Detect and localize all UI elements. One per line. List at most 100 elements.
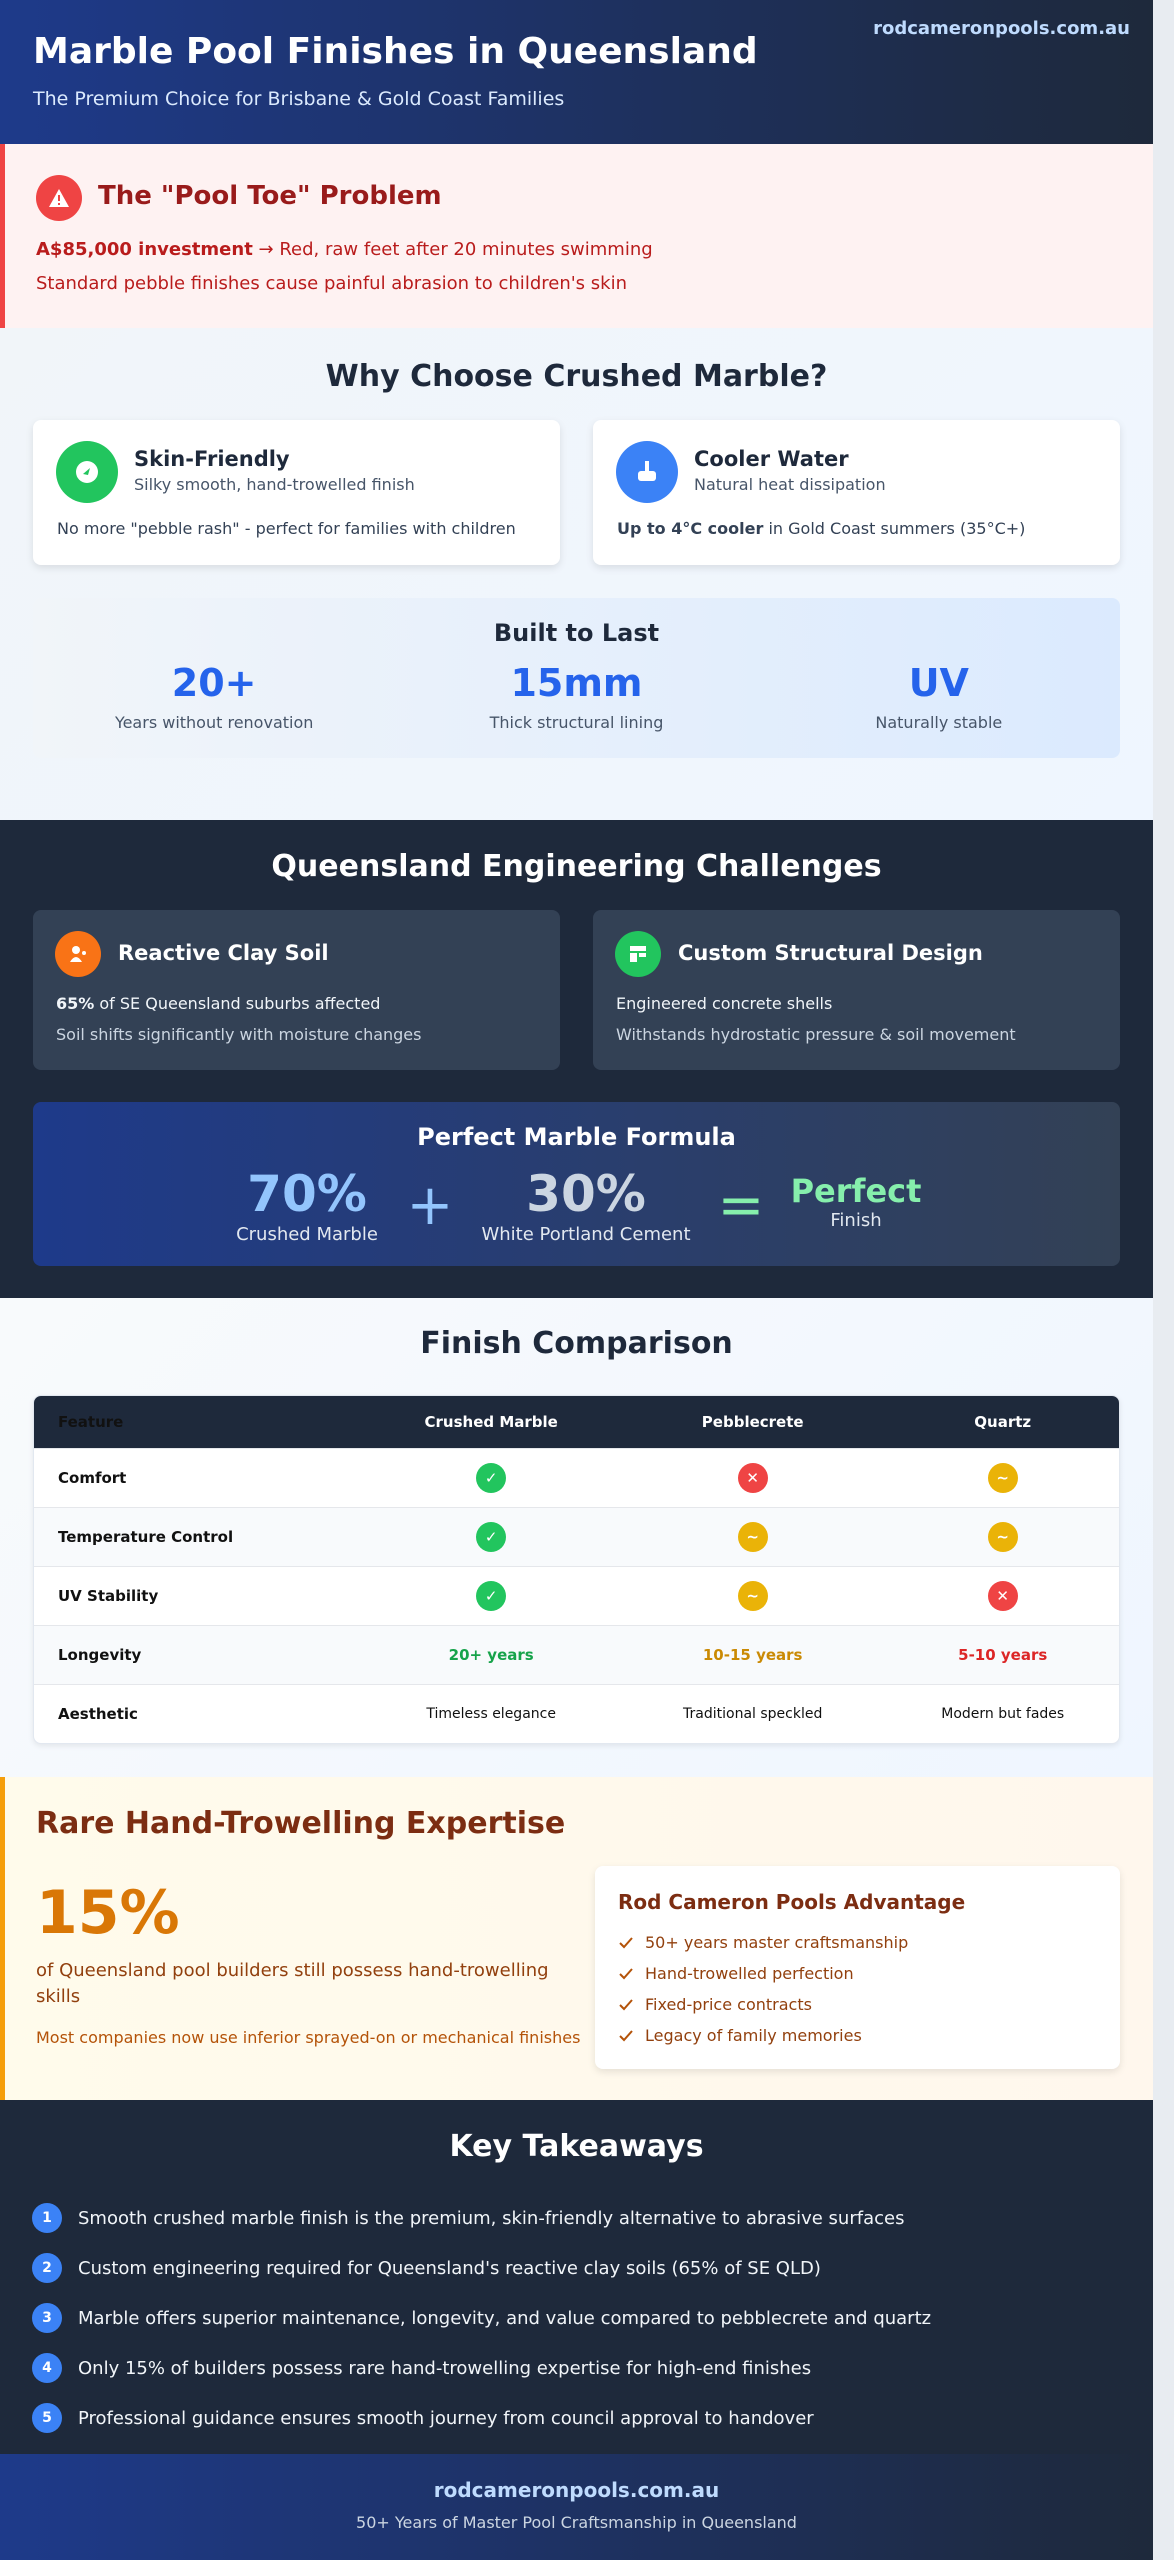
card-title: Custom Structural Design bbox=[678, 941, 983, 965]
row-label: Aesthetic bbox=[34, 1684, 364, 1743]
table-cell: ~ bbox=[618, 1507, 887, 1566]
card-subtitle: Silky smooth, hand-trowelled finish bbox=[134, 475, 415, 494]
advantage-title: Rod Cameron Pools Advantage bbox=[618, 1890, 966, 1914]
takeaway-number: 5 bbox=[32, 2403, 62, 2433]
warning-icon bbox=[36, 175, 82, 221]
advantage-list: 50+ years master craftsmanship Hand-trowe… bbox=[618, 1927, 908, 2051]
problem-detail: Standard pebble finishes cause painful a… bbox=[36, 273, 627, 294]
table-cell: ~ bbox=[886, 1507, 1119, 1566]
title: Marble Pool Finishes in Queensland bbox=[33, 31, 758, 72]
takeaway-number: 3 bbox=[32, 2303, 62, 2333]
advantage-text: 50+ years master craftsmanship bbox=[645, 1933, 909, 1952]
problem-title: The "Pool Toe" Problem bbox=[98, 181, 442, 211]
formula-result: Perfect Finish bbox=[791, 1172, 922, 1232]
table-cell: 10-15 years bbox=[618, 1625, 887, 1684]
comparison-section: Finish Comparison Feature Crushed Marble P… bbox=[0, 1298, 1153, 1777]
stat: 20+ Years without renovation bbox=[33, 661, 395, 732]
soil-icon bbox=[55, 931, 101, 977]
card-line: Withstands hydrostatic pressure & soil m… bbox=[616, 1025, 1016, 1044]
expertise-section: Rare Hand-Trowelling Expertise 15% of Qu… bbox=[0, 1777, 1153, 2100]
formula-part: 70% Crushed Marble bbox=[236, 1164, 378, 1246]
row-label: Comfort bbox=[34, 1448, 364, 1507]
row-label: Temperature Control bbox=[34, 1507, 364, 1566]
section-heading: Finish Comparison bbox=[420, 1326, 733, 1361]
card-body: Up to 4°C cooler in Gold Coast summers (… bbox=[617, 519, 1025, 538]
part-label: Crushed Marble bbox=[236, 1224, 378, 1245]
card-body: No more "pebble rash" - perfect for fami… bbox=[57, 519, 516, 538]
status-icon: ~ bbox=[987, 1522, 1018, 1552]
result-label: Finish bbox=[830, 1210, 882, 1232]
footer: rodcameronpools.com.au 50+ Years of Mast… bbox=[0, 2454, 1153, 2560]
check-icon bbox=[619, 2029, 633, 2041]
domain: rodcameronpools.com.au bbox=[873, 18, 1130, 39]
takeaway-item: 1 Smooth crushed marble finish is the pre… bbox=[32, 2193, 931, 2243]
stat: UV Naturally stable bbox=[758, 661, 1120, 732]
stat-value: 20+ bbox=[171, 661, 257, 705]
table-cell: ✕ bbox=[618, 1448, 887, 1507]
feature-card: Cooler Water Natural heat dissipation Up… bbox=[593, 420, 1120, 565]
card-line: 65% of SE Queensland suburbs affected bbox=[56, 994, 380, 1013]
card-title: Reactive Clay Soil bbox=[118, 941, 329, 965]
takeaways-section: Key Takeaways 1 Smooth crushed marble fin… bbox=[0, 2100, 1153, 2454]
takeaway-item: 4 Only 15% of builders possess rare hand-… bbox=[32, 2343, 931, 2393]
formula-part: 30% White Portland Cement bbox=[481, 1164, 690, 1246]
card-line: Engineered concrete shells bbox=[616, 994, 833, 1013]
table-row: Comfort ✓ ✕ ~ bbox=[34, 1448, 1119, 1507]
equals-sign: = bbox=[717, 1173, 765, 1238]
body-bold: Up to 4°C cooler bbox=[617, 519, 764, 538]
card-title: Skin-Friendly bbox=[134, 447, 290, 471]
check-icon bbox=[619, 1998, 633, 2010]
status-icon: ~ bbox=[737, 1581, 768, 1611]
header-row: Feature Crushed Marble Pebblecrete Quartz bbox=[34, 1396, 1119, 1448]
takeaway-number: 4 bbox=[32, 2353, 62, 2383]
result-value: Perfect bbox=[790, 1172, 922, 1210]
table-cell: Timeless elegance bbox=[363, 1684, 619, 1743]
stat-value: 15% bbox=[36, 1878, 180, 1948]
takeaway-text: Professional guidance ensures smooth jou… bbox=[78, 2407, 814, 2429]
table-cell: ~ bbox=[886, 1448, 1119, 1507]
takeaway-number: 2 bbox=[32, 2253, 62, 2283]
table-cell: Modern but fades bbox=[886, 1684, 1119, 1743]
table-cell: 5-10 years bbox=[886, 1625, 1119, 1684]
line-rest: of SE Queensland suburbs affected bbox=[99, 994, 381, 1013]
status-icon: ✕ bbox=[987, 1581, 1018, 1611]
challenge-card: Custom Structural Design Engineered conc… bbox=[593, 910, 1120, 1070]
table-row: Longevity 20+ years 10-15 years 5-10 years bbox=[34, 1625, 1119, 1684]
table-cell: ✓ bbox=[363, 1507, 619, 1566]
table-row: Temperature Control ✓ ~ ~ bbox=[34, 1507, 1119, 1566]
table-cell: ✓ bbox=[363, 1566, 619, 1625]
stat-value: UV bbox=[908, 661, 969, 705]
advantage-item: 50+ years master craftsmanship bbox=[618, 1927, 908, 1958]
stat-label: Years without renovation bbox=[114, 712, 314, 732]
status-icon: ~ bbox=[737, 1522, 768, 1552]
body-rest: in Gold Coast summers (35°C+) bbox=[768, 519, 1026, 538]
check-icon bbox=[619, 1967, 633, 1979]
advantage-item: Legacy of family memories bbox=[618, 2020, 908, 2051]
lead-rest: → Red, raw feet after 20 minutes swimmin… bbox=[258, 239, 653, 260]
table-row: UV Stability ✓ ~ ✕ bbox=[34, 1566, 1119, 1625]
stat: 15mm Thick structural lining bbox=[395, 661, 757, 732]
advantage-text: Legacy of family memories bbox=[645, 2026, 862, 2045]
section-heading: Rare Hand-Trowelling Expertise bbox=[36, 1806, 566, 1841]
water-icon bbox=[616, 441, 678, 503]
header: Marble Pool Finishes in Queensland The P… bbox=[0, 0, 1153, 144]
table-body: Comfort ✓ ✕ ~ Temperature Control ✓ ~ ~ UV Stabi… bbox=[34, 1448, 1119, 1743]
advantage-text: Hand-trowelled perfection bbox=[645, 1964, 854, 1983]
column-header: Pebblecrete bbox=[618, 1396, 887, 1448]
table-cell: 20+ years bbox=[363, 1625, 619, 1684]
section-heading: Why Choose Crushed Marble? bbox=[325, 359, 828, 394]
card-subtitle: Natural heat dissipation bbox=[694, 475, 886, 494]
status-icon: ✓ bbox=[476, 1522, 507, 1552]
status-icon: ✕ bbox=[737, 1463, 768, 1493]
takeaway-number: 1 bbox=[32, 2203, 62, 2233]
takeaway-item: 5 Professional guidance ensures smooth jo… bbox=[32, 2393, 931, 2443]
takeaway-text: Only 15% of builders possess rare hand-t… bbox=[78, 2357, 812, 2379]
formula-box: Perfect Marble Formula 70% Crushed Marbl… bbox=[33, 1102, 1120, 1266]
subtitle: The Premium Choice for Brisbane & Gold C… bbox=[33, 88, 565, 110]
table-cell: ✓ bbox=[363, 1448, 619, 1507]
advantage-card: Rod Cameron Pools Advantage 50+ years ma… bbox=[595, 1866, 1120, 2069]
footer-tagline: 50+ Years of Master Pool Craftsmanship i… bbox=[356, 2513, 797, 2532]
part-value: 70% bbox=[247, 1165, 367, 1223]
